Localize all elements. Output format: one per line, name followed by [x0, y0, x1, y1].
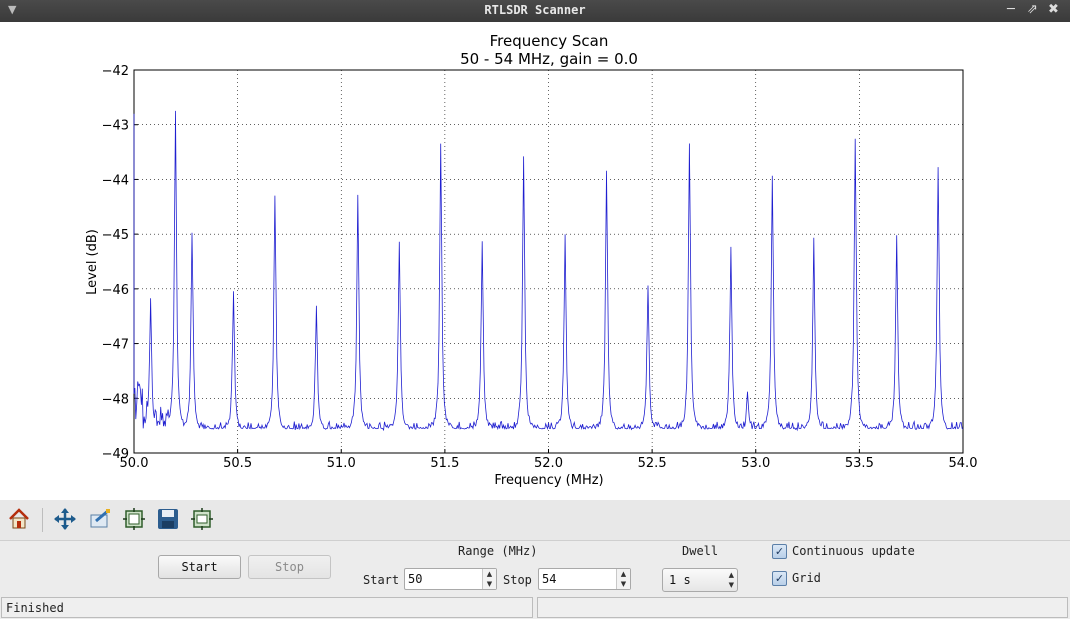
range-start-value: 50	[408, 572, 423, 586]
maximize-icon[interactable]: ⇗	[1027, 2, 1038, 17]
tick-layer: 50.0 50.5 51.0 51.5 52.0 52.5 53.0 53.5 54.0 −42 −…	[102, 64, 978, 471]
range-stop-spinbox[interactable]: 54 ▲ ▼	[538, 568, 631, 590]
grid-layer	[134, 70, 963, 453]
y-axis-label: Level (dB)	[85, 229, 100, 295]
x-axis-label: Frequency (MHz)	[494, 473, 603, 488]
y-tick-label: −43	[102, 119, 129, 134]
x-tick-label: 51.0	[327, 456, 356, 471]
x-tick-label: 50.5	[223, 456, 252, 471]
status-bar-right	[537, 597, 1068, 618]
plot-area: Frequency Scan 50 - 54 MHz, gain = 0.0 5…	[0, 22, 1070, 500]
y-tick-label: −46	[102, 283, 129, 298]
dwell-label: Dwell	[682, 544, 719, 558]
y-tick-label: −47	[102, 338, 129, 353]
stop-button[interactable]: Stop	[248, 555, 331, 579]
home-icon[interactable]	[6, 506, 32, 532]
range-label: Range (MHz)	[458, 544, 538, 558]
x-tick-label: 53.5	[845, 456, 874, 471]
close-icon[interactable]: ✖	[1048, 2, 1059, 17]
toolbar-separator	[42, 508, 43, 532]
scan-trace-line	[133, 110, 964, 432]
status-text: Finished	[6, 601, 64, 615]
x-tick-label: 52.5	[638, 456, 667, 471]
x-tick-label: 52.0	[534, 456, 563, 471]
start-button[interactable]: Start	[158, 555, 241, 579]
window-title: RTLSDR Scanner	[484, 3, 586, 17]
configure-icon[interactable]	[189, 506, 215, 532]
continuous-update-checkbox[interactable]: ✓	[772, 544, 787, 559]
save-icon[interactable]	[155, 506, 181, 532]
plot-toolbar	[0, 500, 1070, 541]
continuous-update-label: Continuous update	[792, 544, 915, 558]
subplots-icon[interactable]	[121, 506, 147, 532]
range-start-label: Start	[363, 573, 400, 587]
chart-title: Frequency Scan	[490, 32, 609, 50]
status-bar-left: Finished	[1, 597, 533, 618]
range-stop-label: Stop	[503, 573, 532, 587]
dwell-value: 1 s	[669, 573, 691, 587]
window-titlebar: ▼ RTLSDR Scanner ─ ⇗ ✖	[0, 0, 1070, 22]
grid-label: Grid	[792, 571, 821, 585]
pan-icon[interactable]	[52, 506, 78, 532]
plot-frame	[133, 69, 964, 454]
zoom-icon[interactable]	[87, 506, 113, 532]
range-start-spinbox[interactable]: 50 ▲ ▼	[404, 568, 497, 590]
spin-arrows-icon[interactable]: ▲ ▼	[616, 569, 630, 589]
chevron-updown-icon: ▲ ▼	[728, 571, 734, 589]
x-tick-label: 50.0	[120, 456, 149, 471]
y-tick-label: −49	[102, 447, 129, 462]
x-tick-label: 54.0	[949, 456, 978, 471]
frequency-scan-chart[interactable]: Frequency Scan 50 - 54 MHz, gain = 0.0 5…	[0, 22, 1070, 500]
window-menu-icon[interactable]: ▼	[8, 3, 17, 16]
minimize-icon[interactable]: ─	[1007, 2, 1015, 17]
chart-subtitle: 50 - 54 MHz, gain = 0.0	[460, 50, 638, 68]
dwell-select[interactable]: 1 s ▲ ▼	[662, 568, 738, 592]
range-stop-value: 54	[542, 572, 557, 586]
scan-controls: Start Stop Range (MHz) Start 50 ▲ ▼ Stop …	[0, 541, 1070, 597]
x-tick-label: 51.5	[430, 456, 459, 471]
spin-arrows-icon[interactable]: ▲ ▼	[482, 569, 496, 589]
y-tick-label: −45	[102, 228, 129, 243]
y-tick-label: −48	[102, 392, 129, 407]
grid-checkbox[interactable]: ✓	[772, 571, 787, 586]
y-tick-label: −44	[102, 173, 129, 188]
y-tick-label: −42	[102, 64, 129, 79]
x-tick-label: 53.0	[741, 456, 770, 471]
